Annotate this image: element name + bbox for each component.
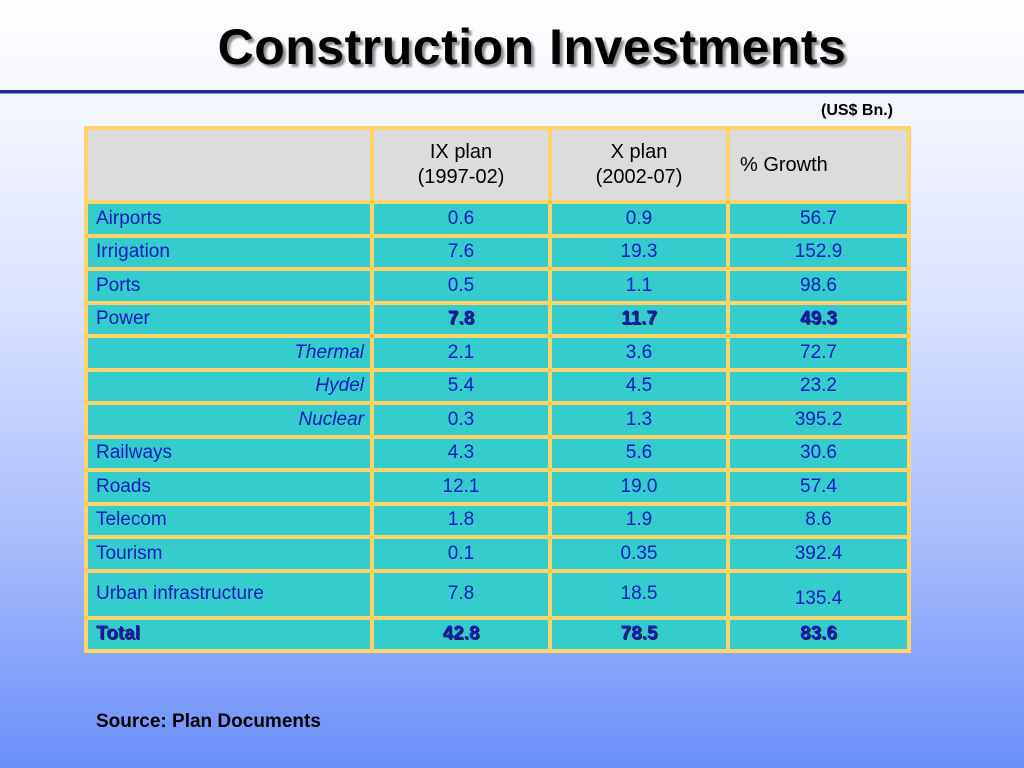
x-plan-value: 5.6 <box>548 434 730 472</box>
growth-value: 135.4 <box>726 568 911 620</box>
row-label: Tourism <box>84 535 374 573</box>
row-label: Roads <box>84 468 374 506</box>
table-row-hydel: Hydel 5.4 4.5 23.2 <box>84 367 911 405</box>
header-empty-cell <box>84 126 374 204</box>
x-plan-value: 4.5 <box>548 367 730 405</box>
table-row-nuclear: Nuclear 0.3 1.3 395.2 <box>84 401 911 439</box>
row-label: Power <box>84 300 374 338</box>
row-label: Ports <box>84 267 374 305</box>
ix-plan-value: 1.8 <box>370 501 552 539</box>
row-label: Urban infrastructure <box>84 568 374 620</box>
x-plan-value: 0.35 <box>548 535 730 573</box>
table-row-thermal: Thermal 2.1 3.6 72.7 <box>84 334 911 372</box>
ix-plan-value: 7.8 <box>370 568 552 620</box>
x-plan-value: 19.3 <box>548 233 730 271</box>
growth-value: 392.4 <box>726 535 911 573</box>
table-row-irrigation: Irrigation 7.6 19.3 152.9 <box>84 233 911 271</box>
investments-table: IX plan (1997-02) X plan (2002-07) % Gro… <box>84 126 911 653</box>
growth-value: 23.2 <box>726 367 911 405</box>
header-ix-plan-years: (1997-02) <box>417 166 505 188</box>
ix-plan-value: 4.3 <box>370 434 552 472</box>
table-row-roads: Roads 12.1 19.0 57.4 <box>84 468 911 506</box>
ix-plan-value: 7.8 <box>370 300 552 338</box>
growth-value: 8.6 <box>726 501 911 539</box>
table-row-tourism: Tourism 0.1 0.35 392.4 <box>84 535 911 573</box>
table-row-railways: Railways 4.3 5.6 30.6 <box>84 434 911 472</box>
growth-value: 56.7 <box>726 200 911 238</box>
ix-plan-value: 0.3 <box>370 401 552 439</box>
header-ix-plan: IX plan (1997-02) <box>370 126 552 204</box>
x-plan-value: 1.9 <box>548 501 730 539</box>
header-x-plan: X plan (2002-07) <box>548 126 730 204</box>
growth-value: 30.6 <box>726 434 911 472</box>
growth-value: 72.7 <box>726 334 911 372</box>
header-row: IX plan (1997-02) X plan (2002-07) % Gro… <box>84 126 911 204</box>
row-label: Total <box>84 615 374 653</box>
table-row-total: Total 42.8 78.5 83.6 <box>84 615 911 653</box>
ix-plan-value: 42.8 <box>370 615 552 653</box>
table-row-airports: Airports 0.6 0.9 56.7 <box>84 200 911 238</box>
header-x-plan-years: (2002-07) <box>595 166 683 188</box>
x-plan-value: 1.3 <box>548 401 730 439</box>
growth-value: 49.3 <box>726 300 911 338</box>
table-row-power: Power 7.8 11.7 49.3 <box>84 300 911 338</box>
ix-plan-value: 12.1 <box>370 468 552 506</box>
header-growth: % Growth <box>726 126 911 204</box>
growth-value: 83.6 <box>726 615 911 653</box>
header-ix-plan-name: IX plan <box>429 141 493 163</box>
row-label: Hydel <box>84 367 374 405</box>
row-label: Nuclear <box>84 401 374 439</box>
title-divider <box>0 90 1024 93</box>
source-note: Source: Plan Documents <box>96 711 321 732</box>
ix-plan-value: 2.1 <box>370 334 552 372</box>
table-row-ports: Ports 0.5 1.1 98.6 <box>84 267 911 305</box>
growth-value: 57.4 <box>726 468 911 506</box>
growth-value: 152.9 <box>726 233 911 271</box>
table-row-telecom: Telecom 1.8 1.9 8.6 <box>84 501 911 539</box>
x-plan-value: 78.5 <box>548 615 730 653</box>
growth-value: 98.6 <box>726 267 911 305</box>
row-label: Irrigation <box>84 233 374 271</box>
table-row-urban-infrastructure: Urban infrastructure 7.8 18.5 135.4 <box>84 568 911 620</box>
growth-value: 395.2 <box>726 401 911 439</box>
row-label: Thermal <box>84 334 374 372</box>
ix-plan-value: 0.6 <box>370 200 552 238</box>
row-label: Telecom <box>84 501 374 539</box>
ix-plan-value: 5.4 <box>370 367 552 405</box>
x-plan-value: 19.0 <box>548 468 730 506</box>
x-plan-value: 18.5 <box>548 568 730 620</box>
ix-plan-value: 7.6 <box>370 233 552 271</box>
header-x-plan-name: X plan <box>610 141 668 163</box>
row-label: Airports <box>84 200 374 238</box>
row-label: Railways <box>84 434 374 472</box>
ix-plan-value: 0.5 <box>370 267 552 305</box>
x-plan-value: 3.6 <box>548 334 730 372</box>
x-plan-value: 0.9 <box>548 200 730 238</box>
slide-title: Construction Investments <box>217 19 847 75</box>
units-label: (US$ Bn.) <box>821 102 893 119</box>
x-plan-value: 1.1 <box>548 267 730 305</box>
x-plan-value: 11.7 <box>548 300 730 338</box>
ix-plan-value: 0.1 <box>370 535 552 573</box>
